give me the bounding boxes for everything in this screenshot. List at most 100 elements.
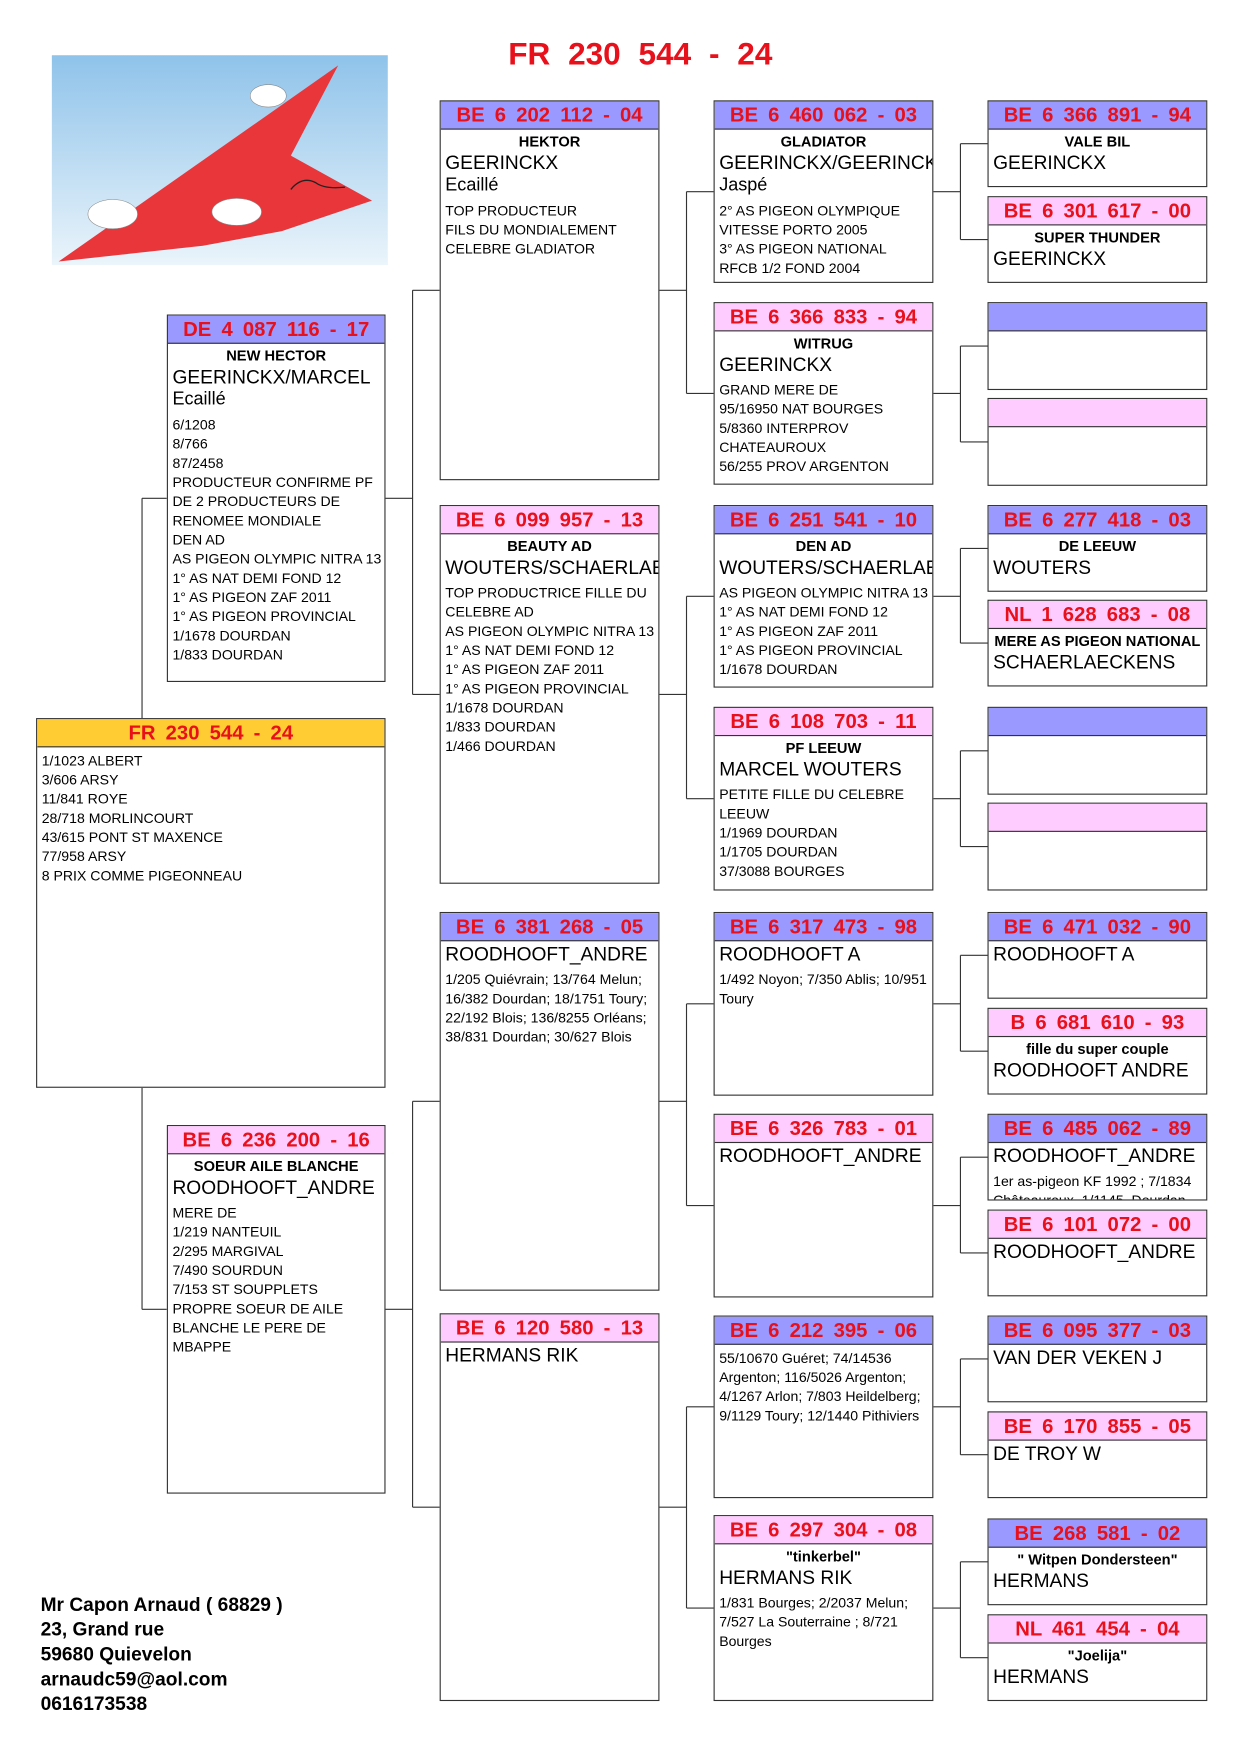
breeder: GEERINCKX [445,152,559,174]
pigeon-name: NEW HECTOR [226,347,327,365]
ring-number: BE 6 297 304 - 08 [714,1516,933,1545]
pigeon-name: DE LEEUW [1058,537,1137,555]
empty-box [987,706,1208,795]
ring-number: DE 4 087 116 - 17 [167,315,385,344]
pigeon-box: FR 230 544 - 24 1/1023 ALBERT 3/606 ARSY 11… [36,718,386,1088]
pigeon-name: "tinkerbel" [785,1547,861,1565]
performance-note: PETITE FILLE DU CELEBRE [719,786,905,803]
pigeon-box: BE 6 366 891 - 94 VALE BIL GEERINCKX [987,100,1208,188]
pigeon-box: BE 6 381 268 - 05 ROODHOOFT_ANDRE 1/205 Qu… [439,911,660,1291]
ring-number: BE 268 581 - 02 [988,1519,1207,1548]
performance-note: RFCB 1/2 FOND 2004 [719,260,861,277]
pigeon-box: BE 6 277 418 - 03 DE LEEUW WOUTERS [987,505,1208,592]
owner-line: Mr Capon Arnaud ( 68829 ) [40,1593,283,1616]
logo [51,55,388,265]
performance-note: 55/10670 Guéret; 74/14536 [719,1350,892,1367]
pigeon-box: NL 461 454 - 04 "Joelija" HERMANS [987,1614,1208,1702]
breeder: HERMANS [993,1570,1089,1592]
performance-note: 1° AS NAT DEMI FOND 12 [719,604,888,620]
pigeon-box: BE 6 095 377 - 03 VAN DER VEKEN J [987,1315,1208,1403]
empty-header [988,303,1207,332]
pigeon-name: VALE BIL [1064,133,1131,150]
pigeon-box: B 6 681 610 - 93 fille du super couple ROO… [987,1007,1208,1095]
breeder: ROODHOOFT_ANDRE [445,943,648,965]
owner-line: arnaudc59@aol.com [40,1668,228,1690]
ring-number: BE 6 236 200 - 16 [167,1126,385,1155]
empty-header [988,803,1207,832]
pigeon-box: BE 6 297 304 - 08 "tinkerbel" HERMANS RIK 1… [713,1515,934,1702]
performance-note: 1/1678 DOURDAN [172,627,291,644]
performance-note: Toury [719,990,754,1007]
pigeon-box: BE 6 236 200 - 16 SOEUR AILE BLANCHE ROODH… [166,1125,386,1494]
pigeon-box: BE 6 485 062 - 89 ROODHOOFT_ANDRE 1er as-p… [987,1113,1208,1201]
performance-note: 5/8360 INTERPROV [719,420,849,437]
breeder: ROODHOOFT_ANDRE [719,1145,922,1167]
performance-note: 8/766 [172,436,208,453]
pigeon-box: BE 6 251 541 - 10 DEN AD WOUTERS/SCHAERLAE… [713,505,934,688]
breeder: MARCEL WOUTERS [719,758,902,781]
performance-note: 1/466 DOURDAN [445,738,556,755]
pigeon-box: DE 4 087 116 - 17 NEW HECTOR GEERINCKX/MAR… [166,314,386,682]
pigeon-box: BE 6 101 072 - 00 ROODHOOFT_ANDRE [987,1209,1208,1297]
pigeon-name: WITRUG [793,334,854,352]
performance-note: FILS DU MONDIALEMENT [445,222,617,238]
ring-number: NL 461 454 - 04 [988,1615,1207,1644]
pigeon-box: BE 6 460 062 - 03 GLADIATOR GEERINCKX/GEER… [713,100,934,283]
pigeon-box: BE 6 317 473 - 98 ROODHOOFT A 1/492 Noyon;… [713,911,934,1096]
pigeon-box: BE 6 108 703 - 11 PF LEEUW MARCEL WOUTERS P… [713,706,934,891]
pigeon-box: BE 6 202 112 - 04 HEKTOR GEERINCKX Ecaillé T… [439,100,660,481]
pigeon-box: BE 268 581 - 02 " Witpen Dondersteen" HERM… [987,1518,1208,1606]
performance-note: 1/1969 DOURDAN [719,825,838,841]
empty-header [988,707,1207,737]
plumage: Jaspé [719,175,768,196]
performance-note: Châteauroux, 1/1145, Dourdan [993,1192,1206,1200]
pigeon-name: DEN AD [795,537,852,555]
pigeon-box: BE 6 326 783 - 01 ROODHOOFT_ANDRE [713,1113,934,1298]
ring-number: BE 6 471 032 - 90 [988,913,1207,942]
ring-number: BE 6 251 541 - 10 [714,506,933,535]
empty-box [987,802,1208,891]
performance-note: 1° AS PIGEON ZAF 2011 [719,623,879,640]
ring-number: BE 6 366 833 - 94 [714,303,933,332]
performance-note: 1° AS PIGEON PROVINCIAL [445,680,629,697]
performance-note: 1/205 Quiévrain; 13/764 Melun; [445,971,642,988]
ring-number: BE 6 095 377 - 03 [988,1316,1207,1345]
owner-info: Mr Capon Arnaud ( 68829 ) 23, Grand rue 59… [41,1593,283,1717]
performance-note: PRODUCTEUR CONFIRME PF [172,474,373,491]
performance-note: 1/1678 DOURDAN [719,661,838,678]
breeder: WOUTERS/SCHAERLAE [445,556,660,579]
breeder: HERMANS RIK [445,1344,579,1367]
performance-note: 1° AS PIGEON ZAF 2011 [172,589,332,606]
ring-number: BE 6 301 617 - 00 [988,197,1207,226]
pigeon-name: "Joelija" [1067,1646,1128,1664]
breeder: GEERINCKX/MARCEL [172,366,371,388]
pigeon-name: SUPER THUNDER [1034,228,1161,246]
performance-note: 11/841 ROYE [41,791,128,808]
performance-note: 4/1267 Arlon; 7/803 Heildelberg; [719,1388,921,1405]
performance-note: RENOMEE MONDIALE [172,512,322,529]
performance-note: 95/16950 NAT BOURGES [719,401,884,418]
pigeon-box: BE 6 170 855 - 05 DE TROY W [987,1411,1208,1499]
breeder: HERMANS [993,1666,1089,1688]
performance-note: TOP PRODUCTEUR [445,202,578,219]
ring-number: FR 230 544 - 24 [37,719,385,748]
ring-number: BE 6 381 268 - 05 [440,913,659,942]
owner-line: 0616173538 [40,1693,148,1715]
ring-number: BE 6 366 891 - 94 [988,101,1207,130]
breeder: VAN DER VEKEN J [993,1347,1163,1369]
performance-note: CELEBRE GLADIATOR [445,241,596,258]
performance-note: TOP PRODUCTRICE FILLE DU [445,585,647,601]
performance-note: 1° AS PIGEON PROVINCIAL [719,642,903,659]
ring-number: BE 6 170 855 - 05 [988,1412,1207,1441]
performance-note: 1° AS NAT DEMI FOND 12 [172,570,342,587]
performance-note: DEN AD [172,532,225,548]
pigeon-name: GLADIATOR [780,133,867,150]
owner-line: 59680 Quievelon [40,1643,192,1665]
performance-note: 37/3088 BOURGES [719,863,845,880]
pigeon-box: BE 6 301 617 - 00 SUPER THUNDER GEERINCKX [987,196,1208,283]
pigeon-box: NL 1 628 683 - 08 MERE AS PIGEON NATIONAL… [987,599,1208,687]
pigeon-name: MERE AS PIGEON NATIONAL [994,632,1201,650]
performance-note: 28/718 MORLINCOURT [41,810,194,827]
performance-note: MBAPPE [172,1339,232,1355]
